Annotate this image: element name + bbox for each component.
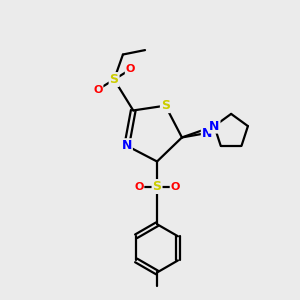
Text: O: O (134, 182, 143, 191)
Text: N: N (202, 127, 212, 140)
Text: S: S (161, 99, 170, 112)
Text: O: O (126, 64, 135, 74)
Text: S: S (110, 73, 118, 86)
Text: O: O (93, 85, 103, 94)
Text: N: N (122, 139, 132, 152)
Text: S: S (152, 180, 161, 193)
Text: N: N (209, 120, 220, 133)
Text: O: O (171, 182, 180, 191)
